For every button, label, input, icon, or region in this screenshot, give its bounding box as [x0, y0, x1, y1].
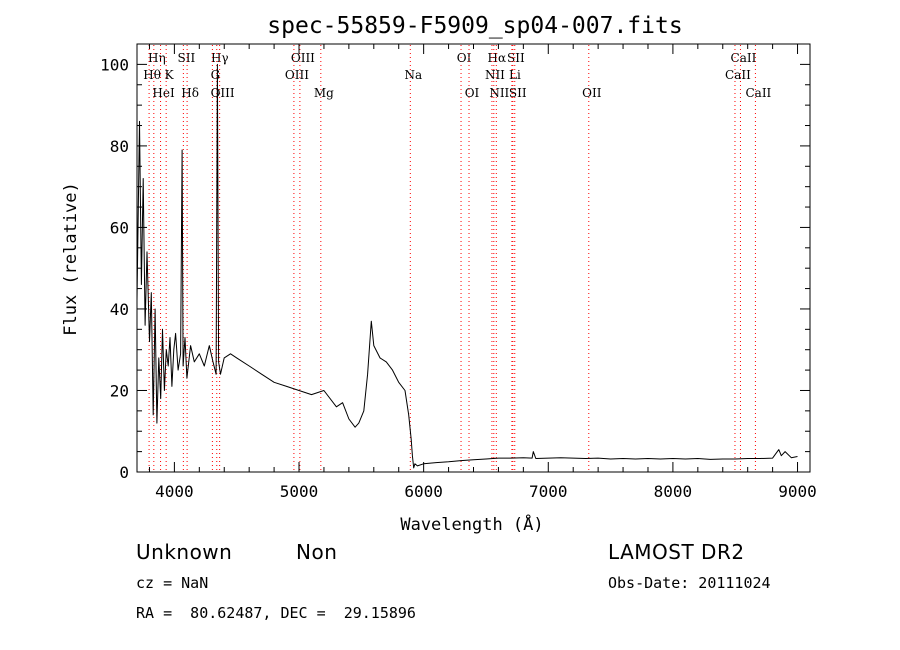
- chart-title: spec-55859-F5909_sp04-007.fits: [267, 13, 682, 39]
- redshift-value: cz = NaN: [136, 574, 209, 592]
- line-marker-label: OII: [582, 86, 602, 100]
- line-marker-label: Hδ: [181, 86, 199, 100]
- line-marker-label: G: [211, 68, 221, 82]
- y-tick-label: 0: [119, 463, 129, 482]
- line-marker-label: CaII: [731, 51, 757, 65]
- observation-date: Obs-Date: 20111024: [608, 574, 771, 592]
- x-tick-label: 9000: [778, 482, 817, 501]
- line-marker-label: OIII: [211, 86, 235, 100]
- line-marker-label: Na: [404, 68, 422, 82]
- x-tick-label: 4000: [155, 482, 194, 501]
- line-marker-label: Hθ: [143, 68, 161, 82]
- line-marker-label: NII: [485, 68, 505, 82]
- line-marker-label: Hη: [148, 51, 166, 65]
- plot-frame: [136, 43, 811, 473]
- line-marker-label: K: [165, 68, 175, 82]
- line-marker-label: OIII: [291, 51, 315, 65]
- axes: 4000 5000 6000 7000 8000 9000 0 20 40 60 80 100: [100, 43, 817, 501]
- x-tick-label: 8000: [654, 482, 693, 501]
- spectral-subclass: Non: [296, 540, 338, 564]
- line-marker-label: HeI: [152, 86, 175, 100]
- line-marker-label: SII: [507, 51, 525, 65]
- spectral-class: Unknown: [136, 540, 233, 564]
- y-tick-label: 60: [110, 218, 129, 237]
- line-marker-label: SII: [178, 51, 196, 65]
- x-tick-label: 5000: [280, 482, 319, 501]
- line-marker-label: Li: [509, 68, 521, 82]
- spectral-line-markers: HηHθHeIKSIIHδHγGOIIIOIIIOIIIMgNaOIOIHαNI…: [143, 45, 772, 471]
- line-marker-label: OI: [465, 86, 480, 100]
- spectrum-series: [136, 63, 798, 469]
- spectrum-line-0: [136, 63, 798, 469]
- line-marker-label: CaII: [725, 68, 751, 82]
- line-marker-label: CaII: [745, 86, 771, 100]
- x-tick-label: 7000: [529, 482, 568, 501]
- line-marker-label: OIII: [285, 68, 309, 82]
- y-tick-label: 20: [110, 381, 129, 400]
- line-marker-label: NII: [489, 86, 509, 100]
- line-marker-label: OI: [457, 51, 472, 65]
- y-tick-label: 40: [110, 300, 129, 319]
- x-axis-label: Wavelength (Å): [400, 513, 543, 535]
- line-marker-label: Mg: [314, 86, 334, 100]
- y-tick-label: 100: [100, 55, 129, 74]
- x-tick-label: 6000: [404, 482, 443, 501]
- y-axis-label: Flux (relative): [61, 182, 81, 336]
- y-tick-label: 80: [110, 137, 129, 156]
- survey-name: LAMOST DR2: [608, 540, 745, 564]
- coordinates: RA = 80.62487, DEC = 29.15896: [136, 604, 416, 622]
- line-marker-label: SII: [509, 86, 527, 100]
- line-marker-label: Hα: [488, 51, 507, 65]
